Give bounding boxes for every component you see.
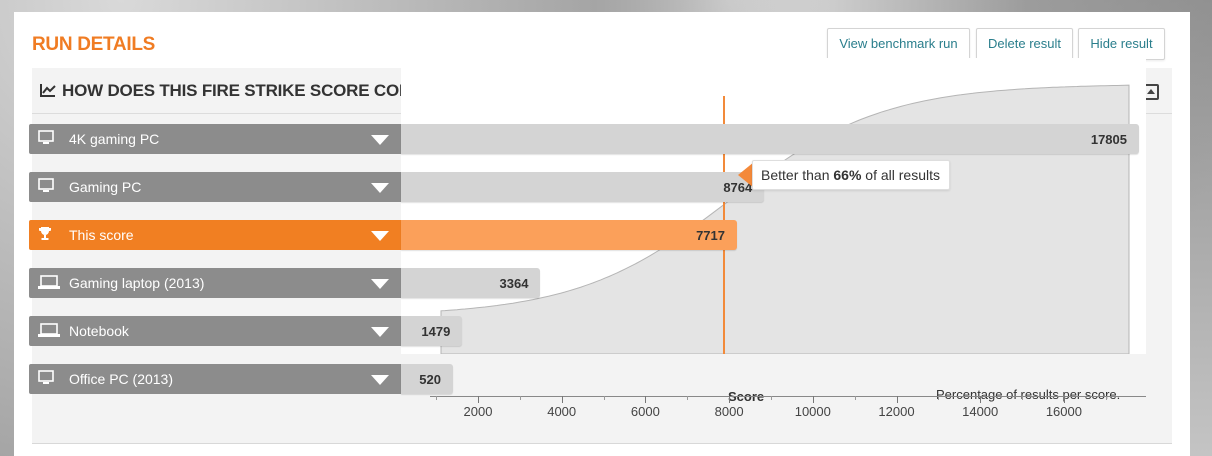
- caret-down-icon[interactable]: [371, 231, 389, 241]
- score-bar: 3364: [401, 268, 541, 298]
- distribution-curve: [440, 84, 1130, 354]
- row-label-gaming-laptop-2013[interactable]: Gaming laptop (2013): [29, 268, 401, 298]
- score-bar: 520: [401, 364, 453, 394]
- axis-minor-tick: [603, 396, 605, 400]
- trophy-icon: [38, 226, 52, 245]
- hide-result-button[interactable]: Hide result: [1078, 28, 1165, 60]
- axis-tick: [812, 396, 814, 403]
- score-value: 1479: [421, 324, 451, 339]
- x-axis-line: [430, 396, 1146, 397]
- score-bar: 17805: [401, 124, 1139, 154]
- score-value: 17805: [1090, 132, 1127, 147]
- score-bar: 1479: [401, 316, 463, 346]
- this-score-bar: 7717: [401, 220, 737, 250]
- line-chart-icon: [40, 84, 56, 97]
- desktop-icon: [38, 178, 54, 197]
- axis-tick-label: 14000: [962, 404, 999, 419]
- caret-down-icon[interactable]: [371, 183, 389, 193]
- percentile-callout: Better than 66% of all results: [752, 160, 950, 190]
- desktop-icon: [38, 130, 54, 149]
- score-value: 3364: [499, 276, 529, 291]
- caret-down-icon[interactable]: [371, 375, 389, 385]
- axis-tick: [478, 396, 479, 403]
- callout-prefix: Better than: [761, 167, 834, 183]
- axis-tick: [645, 396, 647, 403]
- caret-down-icon[interactable]: [371, 135, 389, 145]
- section-title: HOW DOES THIS FIRE STRIKE SCORE COMPARE?: [62, 81, 469, 100]
- row-label-this-score[interactable]: This score: [29, 220, 401, 250]
- caret-down-icon[interactable]: [371, 279, 389, 289]
- caret-down-icon[interactable]: [371, 327, 389, 337]
- row-label-text: Notebook: [69, 323, 129, 339]
- row-label-notebook[interactable]: Notebook: [29, 316, 401, 346]
- row-label-text: Office PC (2013): [69, 371, 174, 387]
- score-value: 7717: [696, 228, 725, 243]
- axis-tick-label: 4000: [547, 404, 577, 419]
- axis-minor-tick: [519, 396, 521, 400]
- axis-tick: [980, 396, 982, 403]
- laptop-icon: [38, 274, 60, 293]
- row-label-text: 4K gaming PC: [69, 131, 160, 147]
- axis-minor-tick: [1022, 396, 1024, 400]
- axis-tick-label: 8000: [714, 404, 744, 419]
- delete-result-button[interactable]: Delete result: [976, 28, 1073, 60]
- axis-tick: [561, 396, 563, 403]
- axis-minor-tick: [1105, 396, 1107, 400]
- laptop-icon: [38, 322, 60, 341]
- chart-area: [401, 58, 1146, 354]
- view-benchmark-run-button[interactable]: View benchmark run: [827, 28, 970, 60]
- score-bar: 8764: [401, 172, 765, 202]
- row-label-office-pc-2013[interactable]: Office PC (2013): [29, 364, 401, 394]
- axis-tick-label: 6000: [630, 404, 660, 419]
- row-label-text: This score: [69, 227, 134, 243]
- row-label-gaming-pc[interactable]: Gaming PC: [29, 172, 401, 202]
- callout-pointer: [738, 162, 754, 188]
- axis-minor-tick: [770, 396, 772, 400]
- row-label-text: Gaming laptop (2013): [69, 275, 205, 291]
- callout-suffix: of all results: [861, 167, 941, 183]
- distribution-label: Percentage of results per score.: [936, 387, 1121, 402]
- axis-minor-tick: [687, 396, 689, 400]
- page-title: RUN DETAILS: [32, 34, 156, 55]
- axis-tick-label: 12000: [878, 404, 915, 419]
- axis-tick-label: 2000: [463, 404, 493, 419]
- axis-tick-label: 16000: [1045, 404, 1082, 419]
- axis-tick-label: 10000: [794, 404, 831, 419]
- row-label-4k-gaming-pc[interactable]: 4K gaming PC: [29, 124, 401, 154]
- axis-tick: [1063, 396, 1065, 403]
- axis-minor-tick: [938, 396, 940, 400]
- axis-tick: [896, 396, 898, 403]
- callout-percent: 66%: [833, 167, 862, 183]
- desktop-icon: [38, 370, 54, 389]
- row-label-text: Gaming PC: [69, 179, 142, 195]
- axis-tick: [729, 396, 731, 403]
- axis-minor-tick: [854, 396, 856, 400]
- score-value: 520: [419, 372, 441, 387]
- axis-minor-tick: [436, 396, 438, 400]
